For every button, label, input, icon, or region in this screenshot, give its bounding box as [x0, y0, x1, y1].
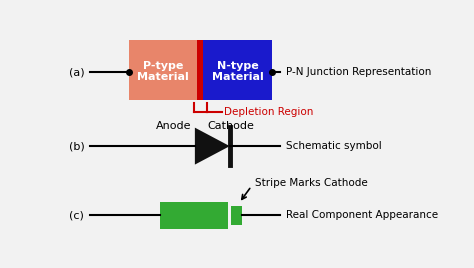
Text: P-type: P-type — [143, 61, 183, 71]
Text: (c): (c) — [69, 210, 83, 220]
FancyBboxPatch shape — [129, 40, 197, 100]
Text: Schematic symbol: Schematic symbol — [285, 141, 381, 151]
Text: N-type: N-type — [217, 61, 258, 71]
FancyBboxPatch shape — [160, 202, 228, 229]
Text: (a): (a) — [69, 67, 84, 77]
Text: Real Component Appearance: Real Component Appearance — [285, 210, 438, 220]
Text: (b): (b) — [69, 141, 84, 151]
Text: Anode: Anode — [156, 121, 191, 131]
FancyBboxPatch shape — [231, 206, 242, 225]
Polygon shape — [195, 128, 230, 165]
FancyBboxPatch shape — [197, 40, 203, 100]
Text: Cathode: Cathode — [208, 121, 255, 131]
FancyBboxPatch shape — [203, 40, 272, 100]
Text: Stripe Marks Cathode: Stripe Marks Cathode — [255, 178, 367, 188]
Text: Depletion Region: Depletion Region — [224, 107, 313, 117]
Text: Material: Material — [137, 72, 189, 82]
Text: Material: Material — [211, 72, 264, 82]
Text: P-N Junction Representation: P-N Junction Representation — [285, 67, 431, 77]
